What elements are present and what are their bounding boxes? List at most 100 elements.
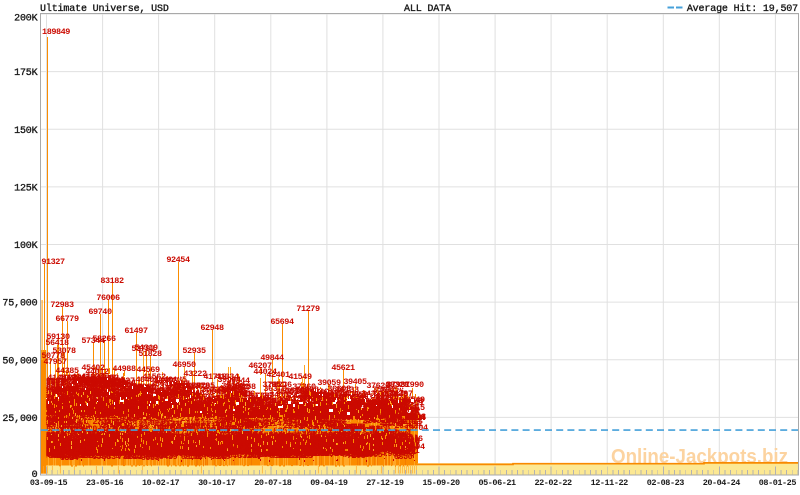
svg-text:25917: 25917 (62, 408, 86, 418)
svg-text:11641: 11641 (112, 441, 136, 451)
svg-text:29335: 29335 (152, 400, 176, 410)
svg-text:26818: 26818 (158, 407, 182, 417)
svg-text:32248: 32248 (142, 393, 166, 403)
svg-text:32435: 32435 (64, 394, 88, 404)
svg-text:25859: 25859 (118, 409, 142, 419)
svg-text:12799: 12799 (105, 439, 129, 449)
svg-text:12247: 12247 (165, 440, 189, 450)
svg-text:10242: 10242 (160, 444, 184, 454)
svg-text:27395: 27395 (84, 405, 108, 415)
svg-text:32378: 32378 (117, 393, 141, 403)
svg-text:32744: 32744 (122, 393, 146, 403)
svg-text:9965: 9965 (147, 446, 166, 456)
svg-text:20-07-18: 20-07-18 (254, 478, 292, 488)
svg-text:9750: 9750 (115, 445, 134, 455)
svg-text:33130: 33130 (68, 392, 92, 402)
svg-text:7555: 7555 (75, 451, 94, 461)
svg-text:34508: 34508 (126, 388, 150, 398)
svg-text:23-05-16: 23-05-16 (86, 478, 124, 488)
svg-text:16913: 16913 (119, 430, 143, 440)
svg-text:10126: 10126 (41, 444, 65, 454)
svg-text:14811: 14811 (161, 434, 185, 444)
svg-text:51828: 51828 (138, 349, 162, 359)
svg-text:16538: 16538 (72, 430, 96, 440)
svg-text:41254: 41254 (61, 373, 85, 383)
svg-text:11067: 11067 (162, 443, 186, 453)
svg-text:9290: 9290 (122, 446, 141, 456)
svg-text:26402: 26402 (41, 408, 65, 418)
svg-text:36206: 36206 (118, 384, 142, 394)
svg-text:10358: 10358 (102, 445, 126, 455)
svg-text:26198: 26198 (46, 408, 70, 418)
svg-text:12489: 12489 (41, 439, 65, 449)
svg-text:32990: 32990 (116, 392, 140, 402)
svg-text:25954: 25954 (109, 409, 133, 419)
svg-text:9249: 9249 (104, 446, 123, 456)
svg-text:25493: 25493 (157, 409, 181, 419)
svg-text:29397: 29397 (142, 401, 166, 411)
svg-text:25682: 25682 (56, 409, 80, 419)
svg-text:14145: 14145 (138, 435, 162, 445)
svg-text:34273: 34273 (78, 390, 102, 400)
svg-text:7035: 7035 (123, 451, 142, 461)
svg-text:17283: 17283 (50, 428, 74, 438)
svg-text:25270: 25270 (152, 409, 176, 419)
svg-text:12978: 12978 (72, 438, 96, 448)
svg-text:9845: 9845 (67, 445, 86, 455)
svg-text:12428: 12428 (130, 440, 154, 450)
svg-text:25850: 25850 (103, 408, 127, 418)
svg-text:10727: 10727 (80, 444, 104, 454)
svg-text:19385: 19385 (110, 424, 134, 434)
svg-text:14515: 14515 (82, 434, 106, 444)
svg-text:9628: 9628 (118, 446, 137, 456)
svg-text:34462: 34462 (85, 389, 109, 399)
svg-text:26686: 26686 (132, 406, 156, 416)
svg-text:11559: 11559 (43, 442, 67, 452)
svg-text:29731: 29731 (78, 400, 102, 410)
svg-text:150K: 150K (14, 126, 38, 137)
svg-text:9134: 9134 (102, 448, 121, 458)
svg-text:20945: 20945 (66, 420, 90, 430)
svg-text:11209: 11209 (81, 443, 105, 453)
svg-text:29588: 29588 (115, 400, 139, 410)
svg-text:11265: 11265 (117, 442, 141, 452)
svg-text:25091: 25091 (131, 411, 155, 421)
svg-text:23494: 23494 (49, 414, 73, 424)
svg-text:27918: 27918 (150, 404, 174, 414)
svg-text:9881: 9881 (58, 446, 77, 456)
svg-text:28736: 28736 (41, 401, 65, 411)
svg-text:11384: 11384 (109, 442, 133, 452)
svg-text:41127: 41127 (71, 374, 95, 384)
svg-text:9927: 9927 (59, 445, 78, 455)
svg-text:29784: 29784 (97, 400, 121, 410)
svg-text:8722: 8722 (58, 449, 77, 459)
svg-text:26346: 26346 (130, 407, 154, 417)
svg-text:25886: 25886 (98, 408, 122, 418)
svg-text:14101: 14101 (96, 436, 120, 446)
svg-text:29719: 29719 (71, 399, 95, 409)
svg-text:10401: 10401 (96, 445, 120, 455)
svg-text:14094: 14094 (118, 435, 142, 445)
svg-text:10216: 10216 (89, 444, 113, 454)
svg-text:13665: 13665 (84, 436, 108, 446)
svg-text:25644: 25644 (91, 408, 115, 418)
svg-text:15002: 15002 (48, 434, 72, 444)
svg-text:17767: 17767 (96, 427, 120, 437)
svg-text:9592: 9592 (43, 447, 62, 457)
svg-text:8716: 8716 (145, 448, 164, 458)
svg-text:11376: 11376 (82, 442, 106, 452)
svg-text:7452: 7452 (68, 451, 87, 461)
svg-text:26551: 26551 (158, 406, 182, 416)
svg-text:38669: 38669 (59, 379, 83, 389)
svg-text:46950: 46950 (172, 360, 196, 370)
svg-text:15564: 15564 (117, 432, 141, 442)
svg-text:16537: 16537 (72, 430, 96, 440)
svg-text:39463: 39463 (78, 376, 102, 386)
svg-text:25490: 25490 (117, 409, 141, 419)
svg-text:9300: 9300 (82, 446, 101, 456)
svg-text:12266: 12266 (93, 440, 117, 450)
svg-text:12017: 12017 (171, 440, 195, 450)
svg-text:15295: 15295 (161, 432, 185, 442)
svg-text:8277: 8277 (61, 448, 80, 458)
svg-text:26409: 26409 (146, 406, 170, 416)
